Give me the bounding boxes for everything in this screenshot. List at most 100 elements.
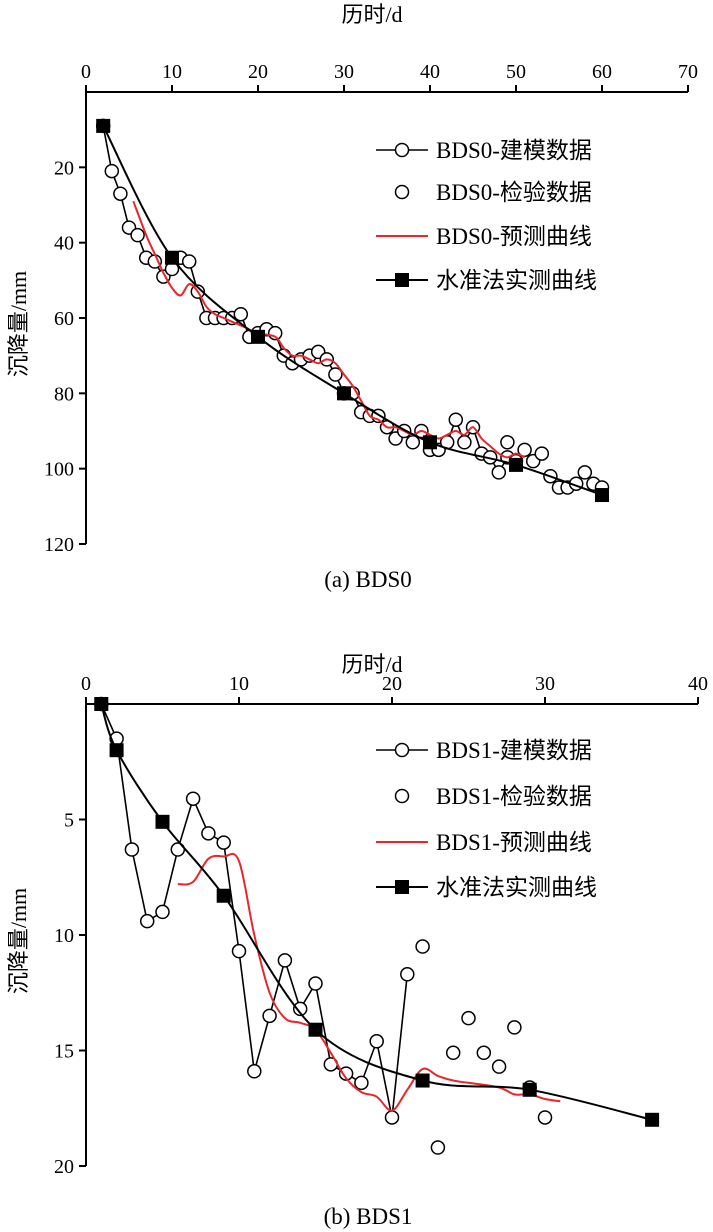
y-axis-label: 沉降量/mm [6,271,31,377]
legend-label: BDS1-预测曲线 [436,830,592,855]
x-tick-label: 70 [678,61,698,83]
data-point-square [109,743,124,758]
legend-marker [394,184,410,200]
data-point-circle [104,163,120,179]
legend-marker [394,742,410,758]
data-point-circle [139,913,155,929]
y-tick-label: 40 [54,233,74,255]
data-point-circle [577,465,593,480]
y-tick-label: 100 [44,459,74,481]
x-tick-label: 40 [688,673,708,695]
data-point-circle [537,1110,553,1125]
data-point-circle [500,435,515,450]
data-point-circle [185,791,201,806]
data-point-square [337,386,351,401]
x-tick-label: 40 [420,61,440,83]
chart-caption: (b) BDS1 [324,1204,413,1229]
legend-label: BDS0-预测曲线 [436,224,592,249]
y-tick-label: 15 [54,1041,74,1063]
data-point-circle [113,186,128,201]
data-point-circle [405,435,421,450]
x-tick-label: 60 [592,61,612,83]
data-point-square [595,488,609,503]
data-point-square [423,435,437,450]
data-point-square [165,250,179,265]
data-point-circle [233,306,249,322]
chart-bds0: 0 10 20 30 40 50 60 70 20 40 60 80 100 120 历时/d 沉降量/mm (… [6,2,698,592]
data-point-circle [476,1045,492,1061]
data-point-circle [415,939,430,954]
series-line-0 [100,703,409,1118]
data-point-circle [457,435,472,450]
data-point-square [251,329,265,344]
data-point-circle [155,904,170,920]
y-tick-label: 10 [54,925,74,947]
legend-marker [395,880,409,894]
x-axis-label: 历时/d [341,652,402,677]
data-point-circle [130,227,145,243]
data-point-circle [461,1010,476,1026]
data-point-square [509,457,523,472]
data-point-circle [384,1110,400,1125]
data-point-circle [430,1140,446,1155]
y-tick-label: 5 [64,810,74,832]
data-point-circle [231,943,247,959]
data-point-circle [181,254,197,269]
data-point-circle [328,367,343,382]
data-point-circle [338,1066,354,1081]
x-tick-label: 20 [382,673,402,695]
data-point-circle [491,1059,507,1074]
y-tick-label: 120 [44,534,74,556]
data-point-circle [445,1045,461,1061]
y-axis-label: 沉降量/mm [6,888,31,994]
y-tick-label: 80 [54,383,74,405]
data-point-circle [262,1008,277,1024]
data-point-circle [292,1001,308,1017]
legend-label: BDS1-建模数据 [436,738,592,763]
legend-label: 水准法实测曲线 [436,268,597,293]
legend-label: 水准法实测曲线 [436,875,597,900]
data-point-square [308,1022,323,1037]
series-line-0 [102,125,509,475]
x-tick-label: 10 [229,673,249,695]
data-point-square [522,1082,537,1097]
legend-label: BDS0-建模数据 [436,138,592,163]
data-point-square [94,697,109,711]
legend-marker [395,273,409,287]
data-point-square [415,1073,430,1088]
data-point-square [96,118,111,133]
chart-caption: (a) BDS0 [324,567,412,592]
data-point-circle [534,446,550,461]
y-tick-label: 20 [54,157,74,179]
x-tick-label: 20 [248,61,268,83]
data-point-circle [216,835,231,850]
data-point-circle [277,953,293,968]
data-point-circle [491,465,507,480]
x-axis-label: 历时/d [341,2,402,27]
x-tick-label: 30 [535,673,555,695]
data-point-circle [400,967,415,982]
data-point-circle [308,976,323,991]
data-point-circle [201,826,216,841]
legend-label: BDS1-检验数据 [436,784,592,809]
data-point-square [155,814,170,829]
series-line-2 [132,200,526,459]
x-tick-label: 0 [81,61,91,83]
data-point-square [216,888,231,903]
x-tick-label: 50 [506,61,526,83]
x-tick-label: 10 [162,61,182,83]
x-tick-label: 0 [81,673,91,695]
data-point-circle [448,412,464,427]
y-tick-label: 60 [54,308,74,330]
y-tick-label: 20 [54,1156,74,1178]
legend-marker [394,142,410,158]
legend-label: BDS0-检验数据 [436,180,592,205]
data-point-circle [124,842,140,857]
series-line-3 [100,703,653,1121]
data-point-circle [247,1064,262,1079]
data-point-circle [354,1075,369,1091]
data-point-square [645,1112,660,1127]
legend-marker [394,788,410,804]
